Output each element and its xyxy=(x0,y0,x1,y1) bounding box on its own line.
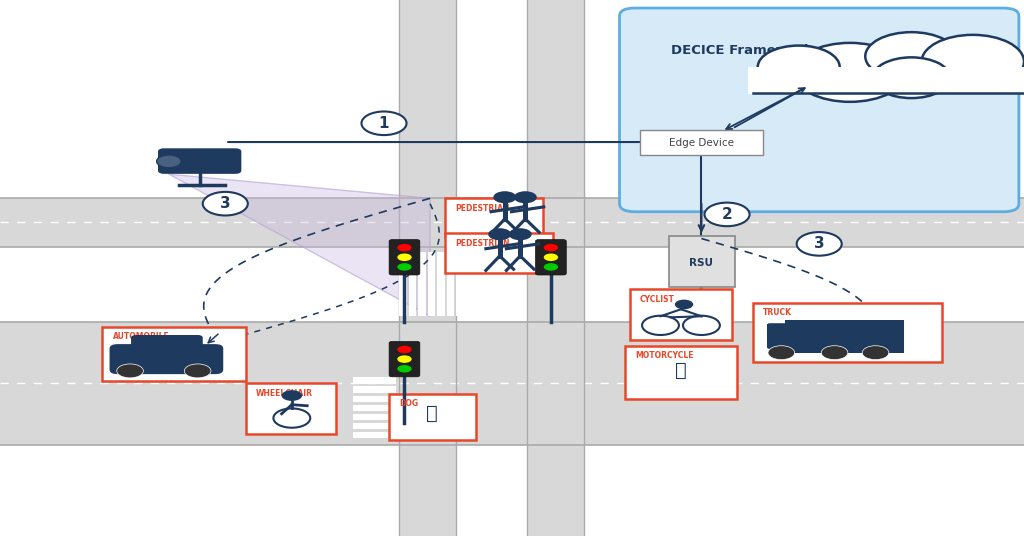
Text: DOG: DOG xyxy=(399,399,419,408)
Bar xyxy=(748,67,1024,94)
FancyBboxPatch shape xyxy=(246,383,336,434)
Text: DECICE Framework: DECICE Framework xyxy=(671,44,812,57)
FancyBboxPatch shape xyxy=(536,240,566,275)
Circle shape xyxy=(184,364,211,378)
Polygon shape xyxy=(169,174,430,316)
Circle shape xyxy=(282,390,302,401)
Bar xyxy=(353,432,396,438)
Circle shape xyxy=(397,263,412,271)
Circle shape xyxy=(675,300,693,309)
Text: CYCLIST: CYCLIST xyxy=(640,295,675,304)
Text: AUTOMOBILE: AUTOMOBILE xyxy=(113,332,169,341)
Circle shape xyxy=(397,355,412,363)
Text: 3: 3 xyxy=(220,196,230,211)
FancyBboxPatch shape xyxy=(753,303,942,362)
Text: TRUCK: TRUCK xyxy=(763,308,792,317)
Circle shape xyxy=(922,35,1024,88)
Circle shape xyxy=(544,244,558,251)
Bar xyxy=(353,377,396,384)
Circle shape xyxy=(117,364,143,378)
FancyBboxPatch shape xyxy=(399,0,456,536)
Bar xyxy=(409,252,416,316)
FancyBboxPatch shape xyxy=(669,236,735,287)
FancyBboxPatch shape xyxy=(620,8,1019,212)
Text: MOTORCYCLE: MOTORCYCLE xyxy=(635,351,693,360)
Circle shape xyxy=(397,244,412,251)
Circle shape xyxy=(705,203,750,226)
Circle shape xyxy=(397,254,412,261)
Bar xyxy=(419,252,426,316)
FancyBboxPatch shape xyxy=(110,344,223,374)
FancyBboxPatch shape xyxy=(102,327,246,381)
FancyBboxPatch shape xyxy=(0,322,1024,445)
FancyBboxPatch shape xyxy=(640,130,763,155)
Circle shape xyxy=(397,365,412,373)
Circle shape xyxy=(203,192,248,215)
FancyBboxPatch shape xyxy=(785,320,904,353)
FancyBboxPatch shape xyxy=(389,394,476,440)
FancyBboxPatch shape xyxy=(131,335,203,354)
Circle shape xyxy=(488,228,511,240)
Bar xyxy=(353,423,396,429)
Text: 2: 2 xyxy=(722,207,732,222)
FancyBboxPatch shape xyxy=(625,346,737,399)
FancyBboxPatch shape xyxy=(445,233,553,273)
Circle shape xyxy=(509,228,531,240)
Bar xyxy=(437,252,444,316)
Text: PEDESTRIAN: PEDESTRIAN xyxy=(456,239,510,248)
Bar xyxy=(399,252,407,316)
Circle shape xyxy=(494,191,516,203)
Bar xyxy=(353,414,396,420)
FancyBboxPatch shape xyxy=(445,198,543,236)
Bar xyxy=(457,252,464,316)
Text: 3: 3 xyxy=(814,236,824,251)
Circle shape xyxy=(768,346,795,360)
Circle shape xyxy=(794,43,906,102)
Circle shape xyxy=(862,346,889,360)
Circle shape xyxy=(865,32,957,80)
Text: 🏍: 🏍 xyxy=(675,361,687,381)
Circle shape xyxy=(544,263,558,271)
Circle shape xyxy=(797,232,842,256)
Circle shape xyxy=(872,57,950,98)
FancyBboxPatch shape xyxy=(767,323,796,349)
FancyBboxPatch shape xyxy=(389,240,420,275)
Text: 🐕: 🐕 xyxy=(426,404,438,423)
FancyBboxPatch shape xyxy=(0,198,1024,247)
Text: 1: 1 xyxy=(379,116,389,131)
Bar xyxy=(353,396,396,402)
Text: RSU: RSU xyxy=(689,258,714,267)
Bar xyxy=(446,252,455,316)
Text: Edge Device: Edge Device xyxy=(669,138,734,147)
Circle shape xyxy=(758,46,840,88)
FancyBboxPatch shape xyxy=(389,341,420,377)
Circle shape xyxy=(821,346,848,360)
FancyBboxPatch shape xyxy=(159,149,241,173)
Bar xyxy=(428,252,435,316)
Circle shape xyxy=(361,111,407,135)
Circle shape xyxy=(157,155,181,168)
FancyBboxPatch shape xyxy=(527,0,584,536)
Bar xyxy=(353,386,396,393)
Text: PEDESTRIAN: PEDESTRIAN xyxy=(456,204,510,213)
Bar xyxy=(353,405,396,411)
Text: WHEELCHAIR: WHEELCHAIR xyxy=(256,389,313,398)
Circle shape xyxy=(544,254,558,261)
FancyBboxPatch shape xyxy=(630,289,732,340)
Circle shape xyxy=(514,191,537,203)
Circle shape xyxy=(397,346,412,353)
